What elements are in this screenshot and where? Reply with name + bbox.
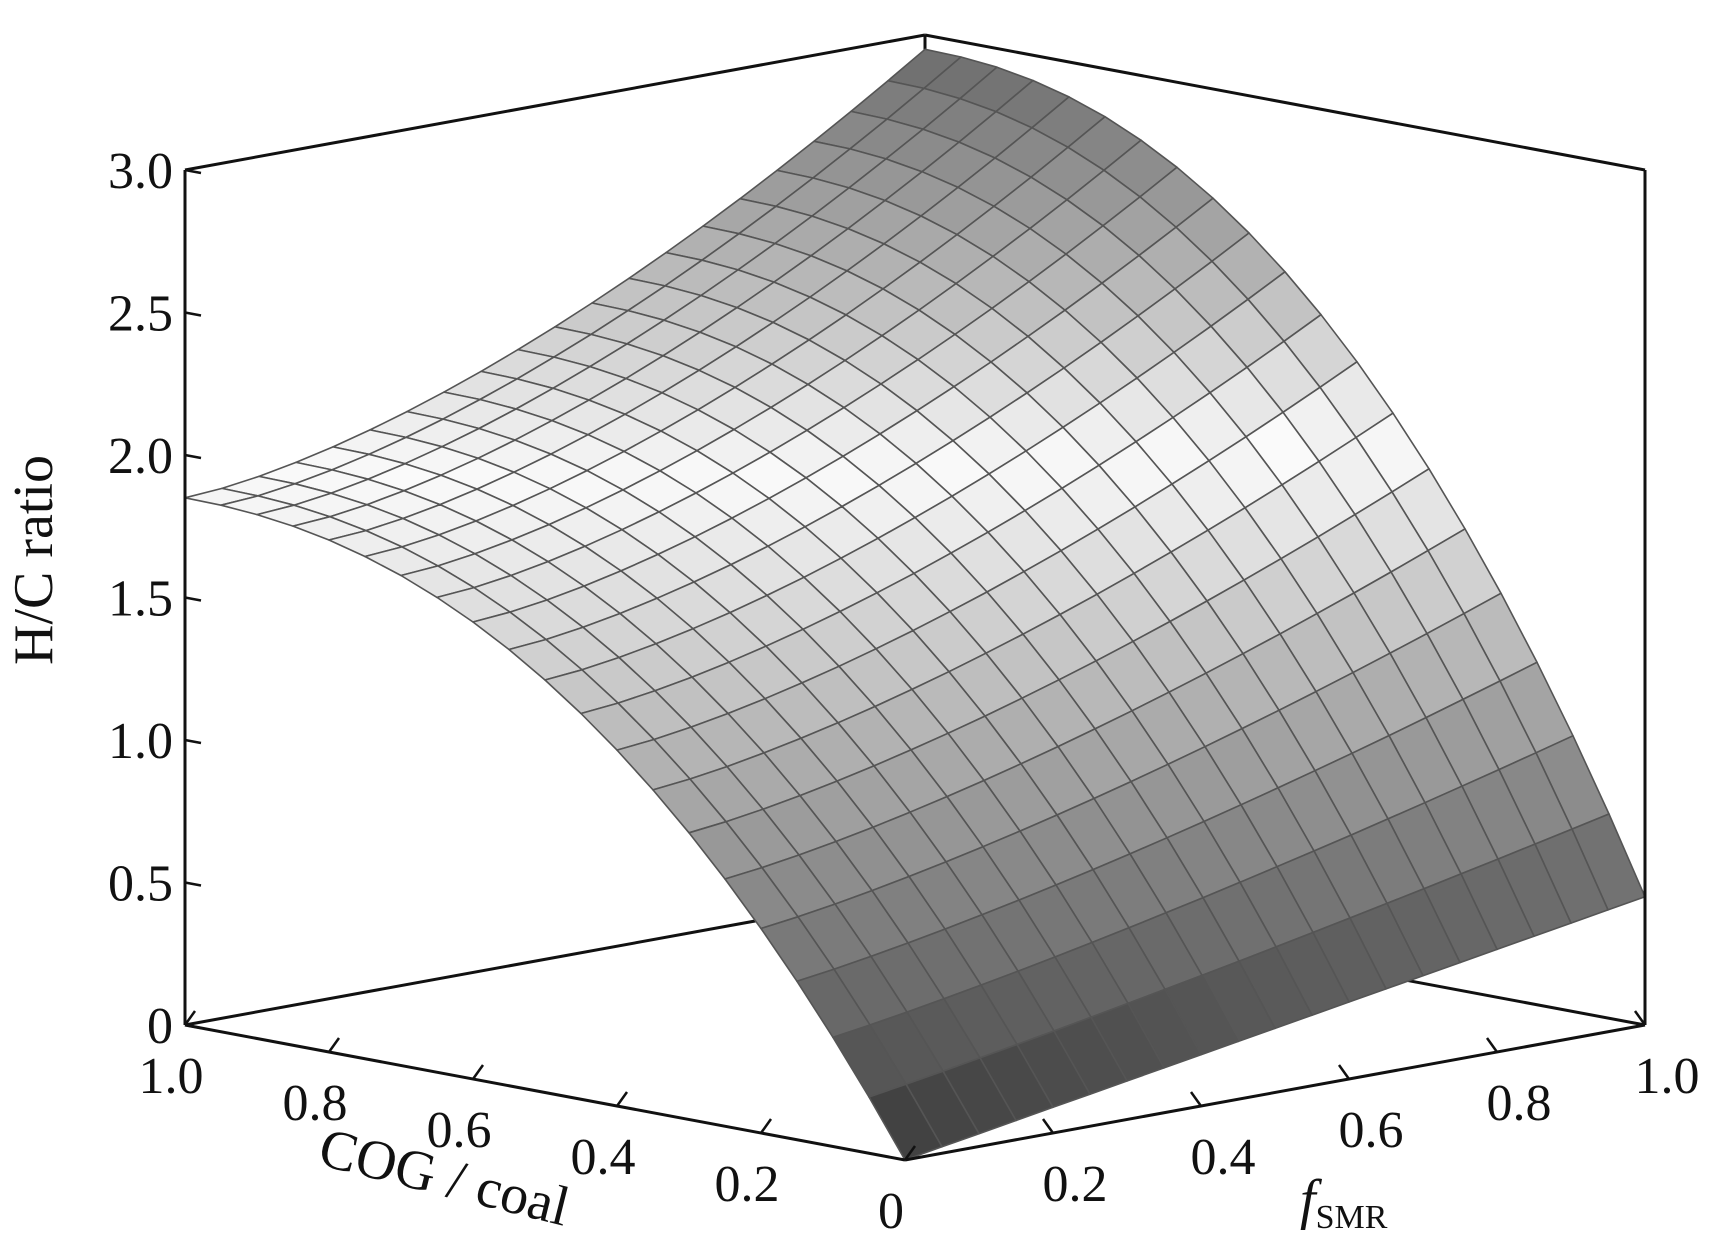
z-tick [184,168,202,175]
x-tick [903,1145,917,1161]
y-tick-label: 0.8 [1487,1075,1552,1132]
z-tick [184,738,202,745]
z-tick-label: 3.0 [108,143,173,200]
x-tick [327,1037,341,1053]
x-tick [759,1118,773,1134]
x-tick [183,1010,197,1026]
front-axes: 0 0.5 1.0 1.5 2.0 2.5 3.0 0 0.2 0.4 0.6 0.8 1.0 0.2 0.… [108,143,1700,1240]
z-tick [184,1023,202,1030]
x-tick-label: 1.0 [139,1048,204,1105]
y-tick [1485,1037,1499,1053]
back-top-edge-x [184,33,926,172]
back-top-edge-y [924,33,1646,172]
x-tick-label: 0.4 [571,1129,636,1186]
surface-plot [184,48,1646,1161]
z-tick-label: 2.5 [108,286,173,343]
y-tick [1337,1064,1351,1080]
surface-facet [868,1083,943,1161]
y-axis-line [904,1023,1646,1162]
z-tick [184,311,202,317]
z-tick-label: 1.0 [108,713,173,770]
z-tick-label: 0 [147,998,173,1055]
y-tick-label: 1.0 [1635,1048,1700,1105]
y-tick-label: 0.6 [1339,1102,1404,1159]
x-tick-label: 0 [878,1183,904,1240]
y-tick-label: 0.4 [1191,1129,1256,1186]
y-tick [1189,1091,1203,1107]
z-tick-label: 1.5 [108,571,173,628]
x-tick-label: 0.8 [283,1075,348,1132]
z-axis-label: H/C ratio [3,455,65,665]
x-tick-label: 0.2 [715,1156,780,1213]
x-tick [615,1091,629,1107]
y-axis-label: fSMR [1300,1169,1388,1236]
y-tick-label: 0.2 [1043,1156,1108,1213]
z-tick [184,596,202,602]
y-tick [1041,1118,1055,1134]
y-axis-label-sub: SMR [1316,1199,1388,1236]
z-tick [184,453,202,460]
z-tick-label: 2.0 [108,428,173,485]
x-tick-label: 0.6 [427,1102,492,1159]
x-axis-line [184,1023,906,1162]
x-tick [471,1064,485,1080]
y-tick [1633,1010,1647,1026]
z-tick-label: 0.5 [108,856,173,913]
z-tick [184,881,202,887]
